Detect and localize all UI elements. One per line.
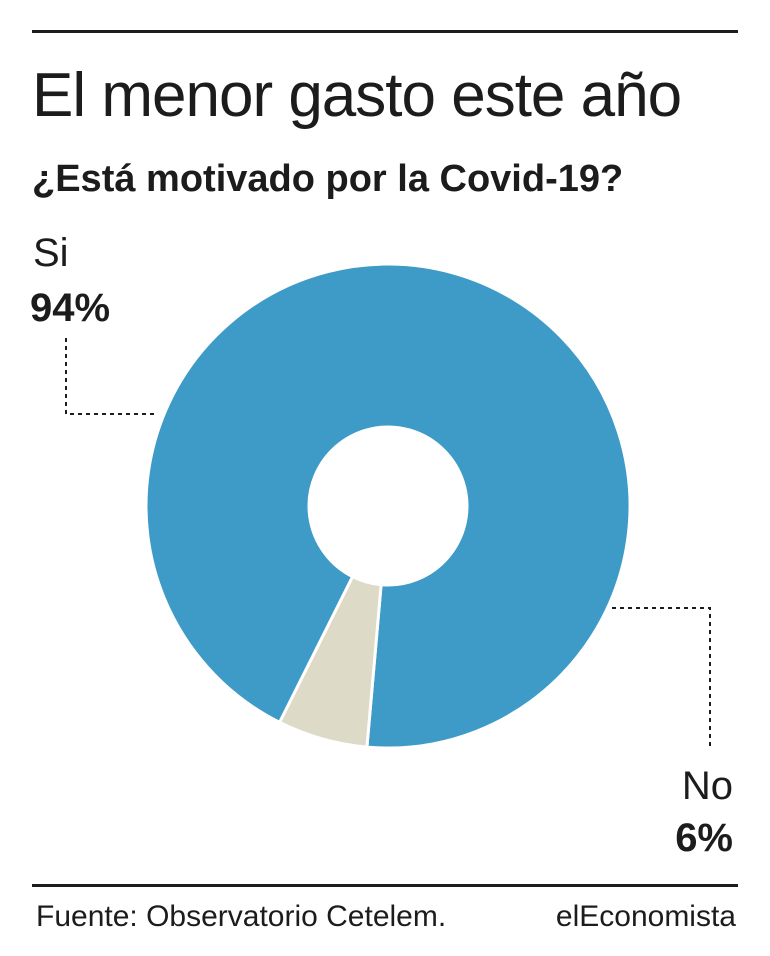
slice-label-si: Si (33, 231, 69, 275)
donut-slice-si (144, 262, 632, 750)
leader-line-si (65, 338, 156, 415)
slice-value-no: 6% (675, 816, 733, 860)
slice-value-si: 94% (30, 286, 110, 330)
brand-name: elEconomista (555, 900, 736, 933)
chart-subtitle: ¿Está motivado por la Covid-19? (32, 158, 624, 200)
chart-title: El menor gasto este año (32, 61, 682, 130)
bottom-rule (32, 884, 738, 887)
top-rule (32, 30, 738, 33)
source-note: Fuente: Observatorio Cetelem. (36, 900, 447, 933)
leader-line-no (612, 607, 711, 748)
donut-slices (144, 262, 632, 750)
donut-slice-no (278, 575, 383, 749)
slice-label-no: No (682, 764, 733, 808)
